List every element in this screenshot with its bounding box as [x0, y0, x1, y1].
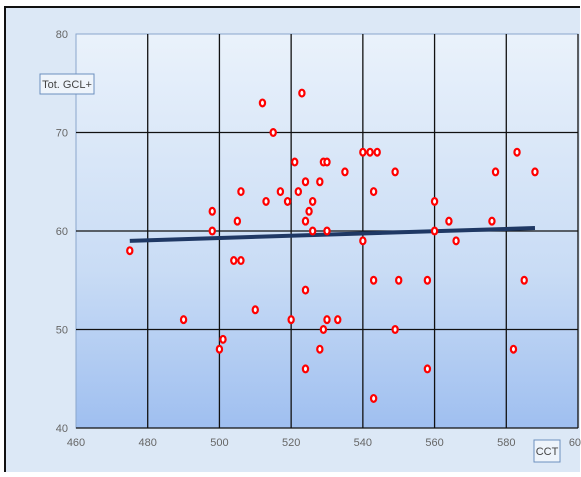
data-point — [208, 226, 216, 236]
data-point — [308, 226, 317, 236]
data-point — [287, 315, 295, 325]
x-tick-label: 540 — [354, 437, 372, 449]
data-points — [126, 88, 539, 403]
scatter-chart: 460 480 500 520 540 560 580 600 40 50 60 70 80 Tot. … — [39, 29, 581, 463]
x-tick-label: 500 — [210, 437, 228, 449]
data-point — [369, 187, 378, 197]
axis-labels: Tot. GCL+ CCT — [39, 73, 561, 463]
data-point — [395, 275, 403, 285]
data-point — [230, 256, 238, 266]
tick-labels: 460 480 500 520 540 560 580 600 40 50 60 70 80 — [56, 29, 581, 449]
data-point — [276, 187, 285, 197]
data-point — [531, 167, 539, 177]
data-point — [423, 364, 432, 374]
data-point — [366, 147, 374, 157]
data-point — [316, 177, 324, 187]
data-point — [262, 196, 270, 206]
data-point — [305, 206, 313, 216]
data-point — [452, 236, 460, 246]
data-point — [334, 315, 342, 325]
data-point — [323, 226, 331, 236]
data-point — [373, 147, 381, 157]
y-tick-label: 80 — [56, 29, 68, 41]
svg-text:CCT: CCT — [536, 446, 559, 458]
data-point — [430, 196, 439, 206]
data-point — [430, 226, 439, 236]
data-point — [237, 256, 245, 266]
x-tick-label: 560 — [425, 437, 443, 449]
y-tick-label: 60 — [56, 226, 68, 238]
data-point — [126, 246, 134, 256]
x-tick-label: 480 — [139, 437, 157, 449]
data-point — [491, 167, 500, 177]
x-tick-label: 460 — [67, 437, 85, 449]
data-point — [423, 275, 432, 285]
data-point — [520, 275, 528, 285]
data-point — [301, 177, 310, 187]
y-tick-label: 70 — [56, 128, 68, 140]
data-point — [445, 216, 453, 226]
data-point — [509, 344, 518, 354]
data-point — [369, 275, 378, 285]
data-point — [258, 98, 267, 108]
data-point — [316, 344, 324, 354]
trend-line-group — [129, 226, 536, 243]
data-point — [323, 157, 331, 167]
data-point — [319, 325, 328, 335]
data-point — [283, 196, 292, 206]
data-point — [488, 216, 496, 226]
data-point — [251, 305, 259, 315]
data-point — [301, 364, 310, 374]
data-point — [208, 206, 216, 216]
data-point — [513, 147, 521, 157]
y-tick-label: 40 — [56, 423, 68, 435]
x-tick-label: 600 — [569, 437, 581, 449]
data-point — [301, 216, 310, 226]
chart-frame: 460 480 500 520 540 560 580 600 40 50 60 70 80 Tot. … — [4, 6, 581, 472]
data-point — [308, 196, 317, 206]
data-point — [269, 127, 277, 137]
data-point — [323, 315, 331, 325]
data-point — [369, 393, 378, 403]
data-point — [294, 187, 303, 197]
y-axis-label: Tot. GCL+ — [39, 73, 95, 95]
data-point — [359, 236, 367, 246]
data-point — [359, 147, 367, 157]
svg-text:Tot. GCL+: Tot. GCL+ — [42, 79, 92, 91]
data-point — [391, 325, 399, 335]
data-point — [341, 167, 349, 177]
data-point — [215, 344, 224, 354]
data-point — [291, 157, 299, 167]
data-point — [233, 216, 242, 226]
y-tick-label: 50 — [56, 325, 68, 337]
data-point — [298, 88, 306, 98]
data-point — [391, 167, 399, 177]
data-point — [179, 315, 188, 325]
trend-line — [129, 226, 536, 243]
data-point — [219, 334, 227, 344]
data-point — [301, 285, 310, 295]
data-point — [237, 187, 245, 197]
x-axis-label: CCT — [533, 439, 561, 463]
x-tick-label: 580 — [497, 437, 515, 449]
x-tick-label: 520 — [282, 437, 300, 449]
